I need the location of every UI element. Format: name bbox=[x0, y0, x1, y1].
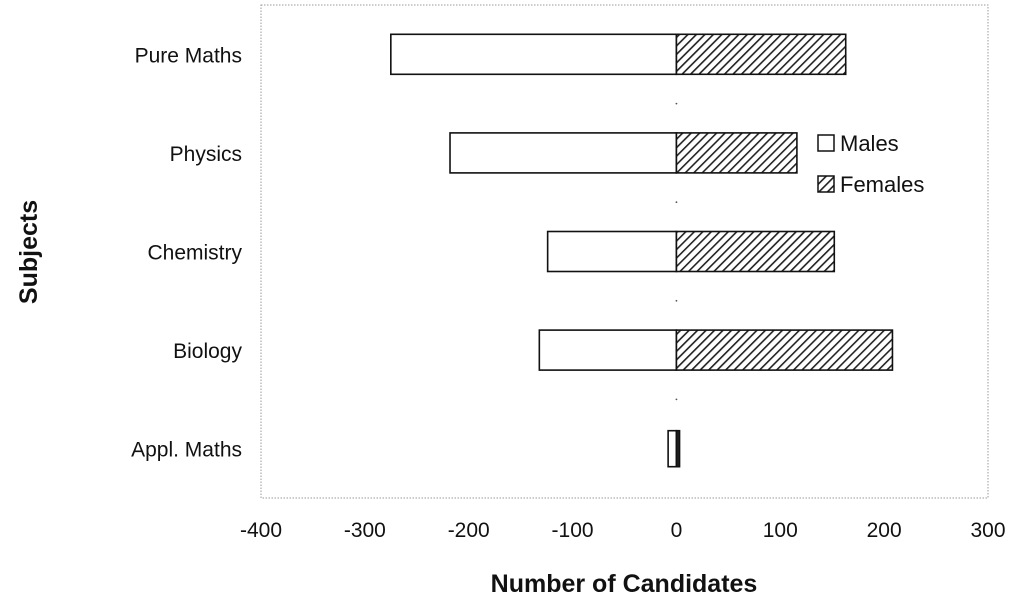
legend-swatch-males bbox=[817, 134, 835, 152]
category-label-physics: Physics bbox=[170, 143, 242, 166]
x-tick-labels: -400 -300 -200 -100 0 100 200 300 bbox=[240, 519, 1006, 542]
bar-males-physics bbox=[449, 132, 678, 174]
bar-males-appl-maths bbox=[667, 429, 678, 468]
bar-males-chemistry bbox=[546, 230, 678, 273]
zero-marker bbox=[675, 102, 678, 105]
legend-label-females: Females bbox=[840, 172, 924, 197]
x-tick-label: -300 bbox=[344, 519, 386, 542]
bar-females-pure-maths bbox=[675, 33, 847, 76]
x-axis-title: Number of Candidates bbox=[491, 570, 758, 598]
category-label-pure-maths: Pure Maths bbox=[135, 44, 242, 67]
x-tick-label: 100 bbox=[763, 519, 798, 542]
bar-males-pure-maths bbox=[390, 33, 678, 76]
zero-line-markers bbox=[675, 102, 678, 401]
legend-label-males: Males bbox=[840, 131, 899, 156]
y-axis-title: Subjects bbox=[15, 200, 43, 304]
zero-marker bbox=[675, 398, 678, 401]
legend-swatch-females bbox=[817, 175, 835, 193]
zero-marker bbox=[675, 201, 678, 204]
category-label-chemistry: Chemistry bbox=[147, 242, 242, 265]
bars bbox=[390, 33, 894, 468]
category-label-biology: Biology bbox=[173, 340, 242, 363]
category-labels: Pure Maths Physics Chemistry Biology Appl. M… bbox=[131, 44, 242, 461]
x-tick-label: -100 bbox=[552, 519, 594, 542]
x-tick-label: 200 bbox=[867, 519, 902, 542]
bar-females-chemistry bbox=[675, 230, 836, 273]
x-tick-label: -400 bbox=[240, 519, 282, 542]
category-label-appl-maths: Appl. Maths bbox=[131, 439, 242, 462]
bar-females-biology bbox=[675, 329, 894, 371]
bar-males-biology bbox=[538, 329, 678, 371]
legend: Males Females bbox=[806, 95, 956, 197]
x-tick-label: 0 bbox=[671, 519, 683, 542]
bar-females-physics bbox=[675, 132, 798, 174]
zero-marker bbox=[675, 299, 678, 302]
x-tick-label: 300 bbox=[970, 519, 1005, 542]
bar-females-appl-maths bbox=[675, 429, 681, 468]
x-tick-label: -200 bbox=[448, 519, 490, 542]
